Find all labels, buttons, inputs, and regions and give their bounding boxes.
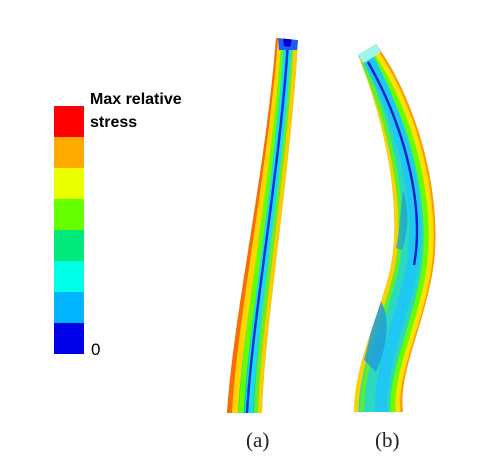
panel-b-caption: (b) (375, 428, 400, 452)
legend-swatch-6 (54, 261, 84, 292)
legend-title-line2: stress (90, 114, 138, 131)
tube-b (354, 44, 436, 412)
legend-min-label: 0 (91, 340, 101, 359)
color-scale-bar (54, 106, 84, 354)
legend-swatch-3 (54, 168, 84, 199)
legend-swatch-5 (54, 230, 84, 261)
legend-title-line1: Max relative (90, 91, 182, 108)
legend-swatch-8 (54, 323, 84, 354)
tube-a (227, 38, 298, 413)
panel-a-caption: (a) (246, 428, 270, 452)
legend-swatch-7 (54, 292, 84, 323)
legend-swatch-2 (54, 137, 84, 168)
legend-title: Max relative stress (90, 88, 220, 134)
legend-swatch-1 (54, 106, 84, 137)
legend-swatch-4 (54, 199, 84, 230)
